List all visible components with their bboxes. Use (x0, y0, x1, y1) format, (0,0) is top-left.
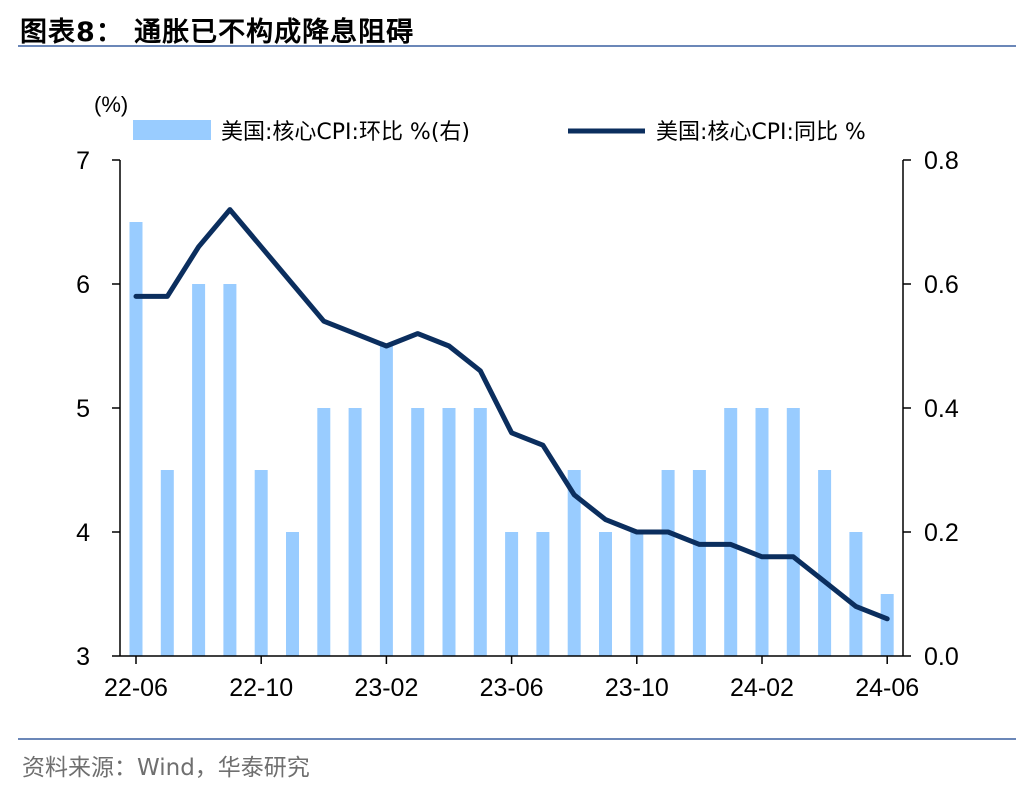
bar-24-06 (880, 594, 894, 656)
left-tick-label-4: 4 (76, 519, 90, 547)
right-tick-label-0.2: 0.2 (924, 519, 959, 547)
source-note: 资料来源：Wind，华泰研究 (22, 755, 310, 781)
bar-23-01 (348, 408, 362, 656)
legend: 美国:核心CPI:环比 %(右) 美国:核心CPI:同比 % (133, 120, 866, 145)
bar-24-02 (755, 408, 769, 656)
left-tick-label-7: 7 (76, 147, 90, 175)
legend-label-line: 美国:核心CPI:同比 % (656, 120, 866, 145)
bar-23-03 (411, 408, 425, 656)
bar-24-05 (849, 532, 863, 656)
right-tick-label-0.8: 0.8 (924, 147, 959, 175)
right-tick-label-0: 0.0 (924, 643, 959, 671)
x-tick-label-22-10: 22-10 (229, 674, 293, 702)
x-tick-label-24-06: 24-06 (855, 674, 919, 702)
bar-22-09 (223, 284, 237, 656)
bar-22-07 (160, 470, 174, 656)
legend-label-bar: 美国:核心CPI:环比 %(右) (221, 120, 470, 145)
bar-22-06 (129, 222, 143, 656)
left-tick-label-5: 5 (76, 395, 90, 423)
right-tick-label-0.4: 0.4 (924, 395, 959, 423)
bar-23-04 (442, 408, 456, 656)
x-tick-label-23-02: 23-02 (354, 674, 418, 702)
bar-22-12 (317, 408, 331, 656)
bar-22-11 (286, 532, 299, 656)
bar-23-10 (630, 532, 644, 656)
bar-23-11 (661, 470, 675, 656)
bar-23-12 (692, 470, 706, 656)
x-tick-label-23-10: 23-10 (605, 674, 669, 702)
bar-23-05 (473, 408, 487, 656)
chart-title: 图表8： 通胀已不构成降息阻碍 (20, 17, 415, 48)
bar-23-07 (536, 532, 550, 656)
bottom-divider (18, 738, 1016, 740)
line-series (133, 207, 890, 622)
legend-swatch-bar (133, 120, 211, 140)
bar-22-08 (192, 284, 206, 656)
right-tick-label-0.6: 0.6 (924, 271, 959, 299)
bar-22-10 (254, 470, 268, 656)
bar-series (129, 222, 894, 656)
axes: 7 6 5 4 3 0.8 0.6 0.4 0.2 0.0 22-06 22-10 23-02 23-06… (76, 147, 959, 702)
bar-23-02 (379, 346, 393, 656)
bar-24-01 (724, 408, 738, 656)
bar-23-08 (567, 470, 581, 656)
bar-24-04 (818, 470, 832, 656)
top-divider (18, 45, 1016, 47)
unit-label: (%) (94, 92, 128, 117)
bar-23-06 (505, 532, 519, 656)
x-tick-label-23-06: 23-06 (480, 674, 544, 702)
left-tick-label-3: 3 (76, 643, 90, 671)
bar-24-03 (786, 408, 800, 656)
left-tick-label-6: 6 (76, 271, 90, 299)
bar-23-09 (599, 532, 612, 656)
x-tick-label-22-06: 22-06 (104, 674, 168, 702)
x-tick-label-24-02: 24-02 (730, 674, 794, 702)
